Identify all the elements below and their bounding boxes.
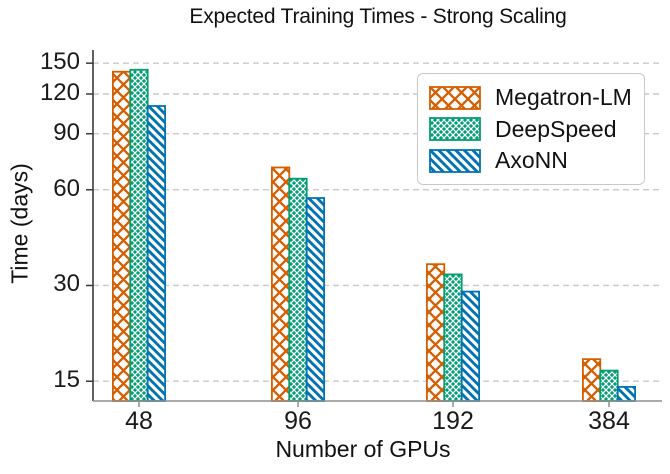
bar-axonn-384-gpus (616, 385, 637, 402)
x-tick-label-192: 192 (432, 407, 474, 435)
bar-megatron-lm-192-gpus (425, 263, 446, 402)
legend-label-deepspeed: DeepSpeed (495, 115, 617, 142)
legend-item-axonn: AxoNN (429, 149, 644, 173)
y-tick-label-150: 150 (39, 48, 80, 76)
x-tick-label-384: 384 (588, 407, 630, 435)
legend-item-megatron-lm: Megatron-LM (429, 86, 644, 110)
bar-megatron-lm-96-gpus (270, 166, 291, 402)
y-tick-label-15: 15 (53, 366, 80, 394)
legend-label-axonn: AxoNN (495, 147, 568, 173)
y-tick-label-120: 120 (39, 78, 80, 106)
bars (112, 68, 637, 402)
bar-deepspeed-48-gpus (129, 68, 149, 402)
bar-axonn-48-gpus (146, 105, 166, 402)
bar-deepspeed-192-gpus (443, 273, 463, 402)
bar-deepspeed-96-gpus (288, 177, 308, 402)
legend: Megatron-LM DeepSpeed AxoNN (417, 73, 645, 185)
legend-swatch-deepspeed-icon (429, 117, 481, 141)
bar-axonn-96-gpus (305, 197, 326, 402)
chart-title: Expected Training Times - Strong Scaling (189, 5, 567, 28)
bar-megatron-lm-48-gpus (112, 70, 132, 402)
y-tick-label-90: 90 (53, 118, 80, 146)
legend-label-megatron-lm: Megatron-LM (495, 84, 632, 110)
x-tick-label-48: 48 (125, 407, 153, 435)
legend-swatch-megatron-lm-icon (429, 85, 481, 110)
axes (86, 50, 662, 407)
bar-megatron-lm-384-gpus (582, 358, 602, 402)
y-tick-label-60: 60 (53, 174, 80, 202)
bar-axonn-192-gpus (460, 290, 481, 402)
x-axis-label: Number of GPUs (275, 436, 451, 462)
bar-deepspeed-384-gpus (599, 369, 619, 402)
y-tick-label-30: 30 (53, 270, 80, 298)
legend-swatch-axonn-icon (429, 148, 481, 173)
legend-item-deepspeed: DeepSpeed (429, 117, 644, 141)
x-tick-label-96: 96 (284, 407, 312, 435)
